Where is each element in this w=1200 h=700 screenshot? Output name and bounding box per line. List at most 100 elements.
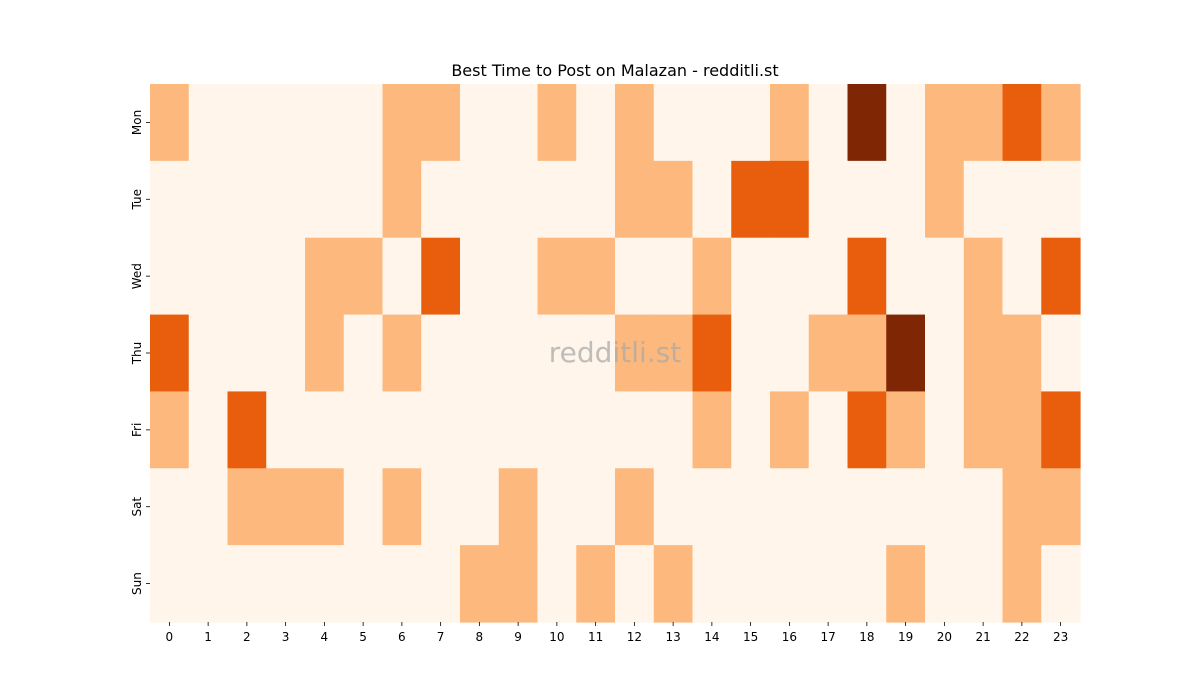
heatmap-cell-sun-7 bbox=[421, 545, 461, 623]
heatmap-cell-thu-1 bbox=[188, 314, 229, 393]
heatmap-cell-tue-8 bbox=[460, 160, 500, 239]
heatmap-cell-tue-3 bbox=[266, 160, 306, 239]
heatmap-cell-sun-19 bbox=[886, 545, 926, 623]
y-tick-label: Tue bbox=[130, 189, 144, 211]
x-tick-label: 5 bbox=[359, 630, 367, 644]
watermark: redditli.st bbox=[549, 336, 681, 369]
x-tick-label: 21 bbox=[975, 630, 990, 644]
heatmap-cell-thu-23 bbox=[1041, 314, 1081, 393]
heatmap-cell-mon-14 bbox=[692, 84, 732, 162]
heatmap-cell-sat-18 bbox=[847, 468, 887, 546]
heatmap-cell-sun-10 bbox=[537, 545, 577, 623]
heatmap-cell-fri-0 bbox=[150, 391, 190, 469]
heatmap-cell-sun-23 bbox=[1041, 545, 1081, 623]
heatmap-cell-sat-21 bbox=[963, 468, 1004, 546]
heatmap-cell-tue-7 bbox=[421, 160, 461, 239]
heatmap-cell-sat-1 bbox=[188, 468, 229, 546]
heatmap-cell-wed-17 bbox=[808, 237, 849, 316]
heatmap-cell-tue-17 bbox=[808, 160, 849, 239]
heatmap-cell-thu-21 bbox=[963, 314, 1004, 393]
x-tick-label: 7 bbox=[437, 630, 445, 644]
heatmap-cell-mon-9 bbox=[498, 84, 539, 162]
x-tick-label: 11 bbox=[588, 630, 603, 644]
heatmap-cell-tue-4 bbox=[305, 160, 345, 239]
heatmap-cell-sat-13 bbox=[653, 468, 694, 546]
heatmap-cell-sun-21 bbox=[963, 545, 1004, 623]
heatmap-cell-wed-15 bbox=[731, 237, 771, 316]
chart-title: Best Time to Post on Malazan - redditli.… bbox=[451, 61, 778, 80]
heatmap-cell-tue-10 bbox=[537, 160, 577, 239]
heatmap-cell-sun-13 bbox=[653, 545, 694, 623]
x-tick-label: 3 bbox=[282, 630, 290, 644]
x-tick-label: 13 bbox=[665, 630, 680, 644]
heatmap-cell-sun-15 bbox=[731, 545, 771, 623]
y-tick-label: Mon bbox=[130, 110, 144, 135]
heatmap-cell-tue-18 bbox=[847, 160, 887, 239]
x-tick-label: 0 bbox=[166, 630, 174, 644]
heatmap-cell-wed-19 bbox=[886, 237, 926, 316]
heatmap-cell-thu-22 bbox=[1002, 314, 1042, 393]
heatmap-cell-fri-10 bbox=[537, 391, 577, 469]
heatmap-cell-wed-3 bbox=[266, 237, 306, 316]
heatmap-cell-sat-14 bbox=[692, 468, 732, 546]
heatmap-cell-sun-2 bbox=[227, 545, 267, 623]
heatmap-cell-sun-16 bbox=[770, 545, 810, 623]
heatmap-cell-thu-11 bbox=[576, 314, 616, 393]
x-tick-label: 4 bbox=[321, 630, 329, 644]
heatmap-cell-mon-4 bbox=[305, 84, 345, 162]
x-tick-label: 6 bbox=[398, 630, 406, 644]
x-tick-label: 19 bbox=[898, 630, 913, 644]
heatmap-cell-mon-7 bbox=[421, 84, 461, 162]
heatmap-cell-mon-13 bbox=[653, 84, 694, 162]
heatmap-cell-sat-10 bbox=[537, 468, 577, 546]
heatmap-cell-thu-17 bbox=[808, 314, 849, 393]
heatmap-cell-mon-6 bbox=[382, 84, 422, 162]
x-tick-label: 16 bbox=[782, 630, 797, 644]
y-tick-label: Thu bbox=[130, 342, 144, 366]
heatmap-cell-sun-5 bbox=[343, 545, 384, 623]
heatmap-cell-wed-22 bbox=[1002, 237, 1042, 316]
heatmap-cell-sun-8 bbox=[460, 545, 500, 623]
heatmap-cell-sun-3 bbox=[266, 545, 306, 623]
x-tick-label: 14 bbox=[704, 630, 719, 644]
heatmap-cell-wed-16 bbox=[770, 237, 810, 316]
y-tick-label: Fri bbox=[130, 423, 144, 437]
heatmap-cell-wed-21 bbox=[963, 237, 1004, 316]
heatmap-cell-tue-14 bbox=[692, 160, 732, 239]
heatmap-cell-tue-11 bbox=[576, 160, 616, 239]
heatmap-cell-mon-16 bbox=[770, 84, 810, 162]
heatmap-cell-sun-6 bbox=[382, 545, 422, 623]
heatmap-cell-sun-9 bbox=[498, 545, 539, 623]
heatmap-cell-mon-10 bbox=[537, 84, 577, 162]
x-tick-label: 18 bbox=[859, 630, 874, 644]
heatmap-cell-fri-21 bbox=[963, 391, 1004, 469]
heatmap-cell-fri-8 bbox=[460, 391, 500, 469]
heatmap-cell-wed-14 bbox=[692, 237, 732, 316]
heatmap-cell-thu-2 bbox=[227, 314, 267, 393]
heatmap-cell-sun-12 bbox=[615, 545, 655, 623]
x-tick-label: 17 bbox=[820, 630, 835, 644]
heatmap-cell-sat-4 bbox=[305, 468, 345, 546]
heatmap-cell-mon-19 bbox=[886, 84, 926, 162]
heatmap-cell-sun-22 bbox=[1002, 545, 1042, 623]
x-tick-label: 1 bbox=[204, 630, 212, 644]
heatmap-cell-tue-23 bbox=[1041, 160, 1081, 239]
heatmap-cell-wed-7 bbox=[421, 237, 461, 316]
heatmap-cell-wed-10 bbox=[537, 237, 577, 316]
y-axis: Mon Tue Wed Thu Fri Sat Sun bbox=[130, 110, 150, 595]
x-tick-label: 20 bbox=[937, 630, 952, 644]
heatmap-cell-mon-22 bbox=[1002, 84, 1042, 162]
heatmap-cell-wed-23 bbox=[1041, 237, 1081, 316]
heatmap-cell-sun-11 bbox=[576, 545, 616, 623]
heatmap-cell-mon-3 bbox=[266, 84, 306, 162]
x-tick-label: 2 bbox=[243, 630, 251, 644]
heatmap-cell-tue-6 bbox=[382, 160, 422, 239]
heatmap-cell-thu-13 bbox=[653, 314, 694, 393]
heatmap-cell-mon-8 bbox=[460, 84, 500, 162]
heatmap-cell-tue-1 bbox=[188, 160, 229, 239]
heatmap-cell-sun-17 bbox=[808, 545, 849, 623]
heatmap-cell-sun-4 bbox=[305, 545, 345, 623]
heatmap-cell-mon-2 bbox=[227, 84, 267, 162]
heatmap-cell-wed-11 bbox=[576, 237, 616, 316]
heatmap-cell-sat-11 bbox=[576, 468, 616, 546]
